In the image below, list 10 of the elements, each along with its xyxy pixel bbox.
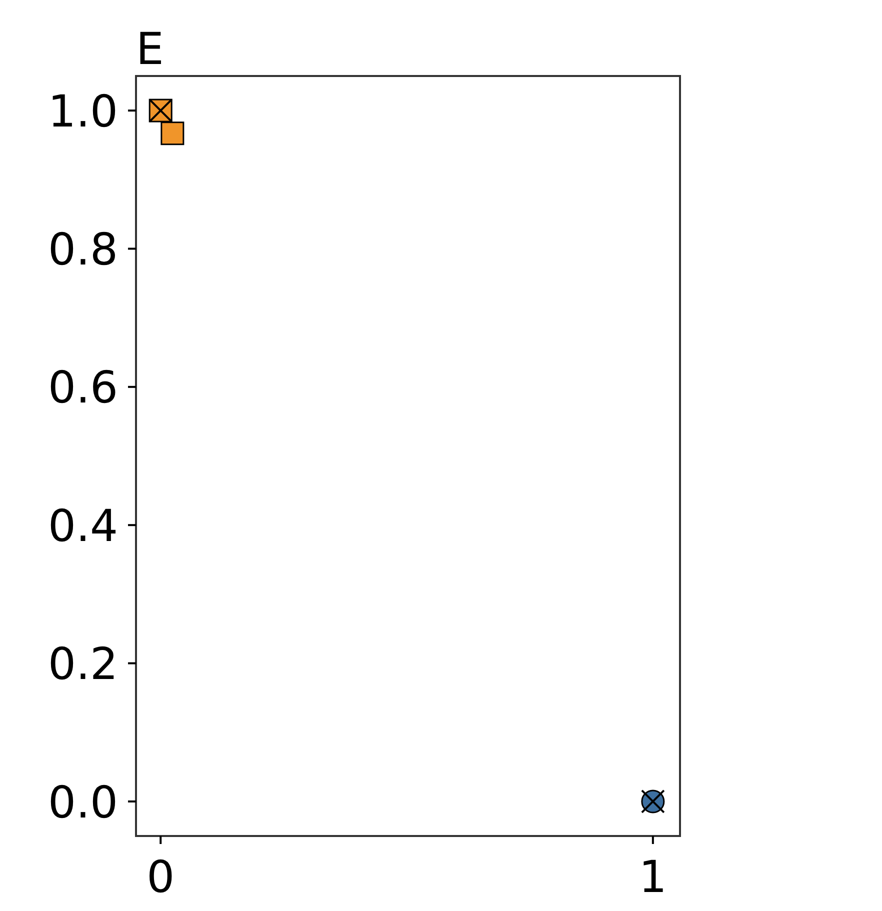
point [160, 122, 184, 146]
chart-title: E [136, 24, 164, 75]
y-tick-label: 0.8 [48, 224, 118, 276]
x-tick-label: 0 [146, 852, 175, 903]
y-tick-label: 0.4 [48, 500, 118, 552]
y-tick-label: 0.0 [48, 777, 118, 828]
x-tick-label: 1 [638, 852, 667, 903]
y-tick-label: 1.0 [48, 86, 118, 138]
y-tick-label: 0.6 [48, 362, 118, 414]
y-tick-label: 0.2 [48, 639, 118, 690]
